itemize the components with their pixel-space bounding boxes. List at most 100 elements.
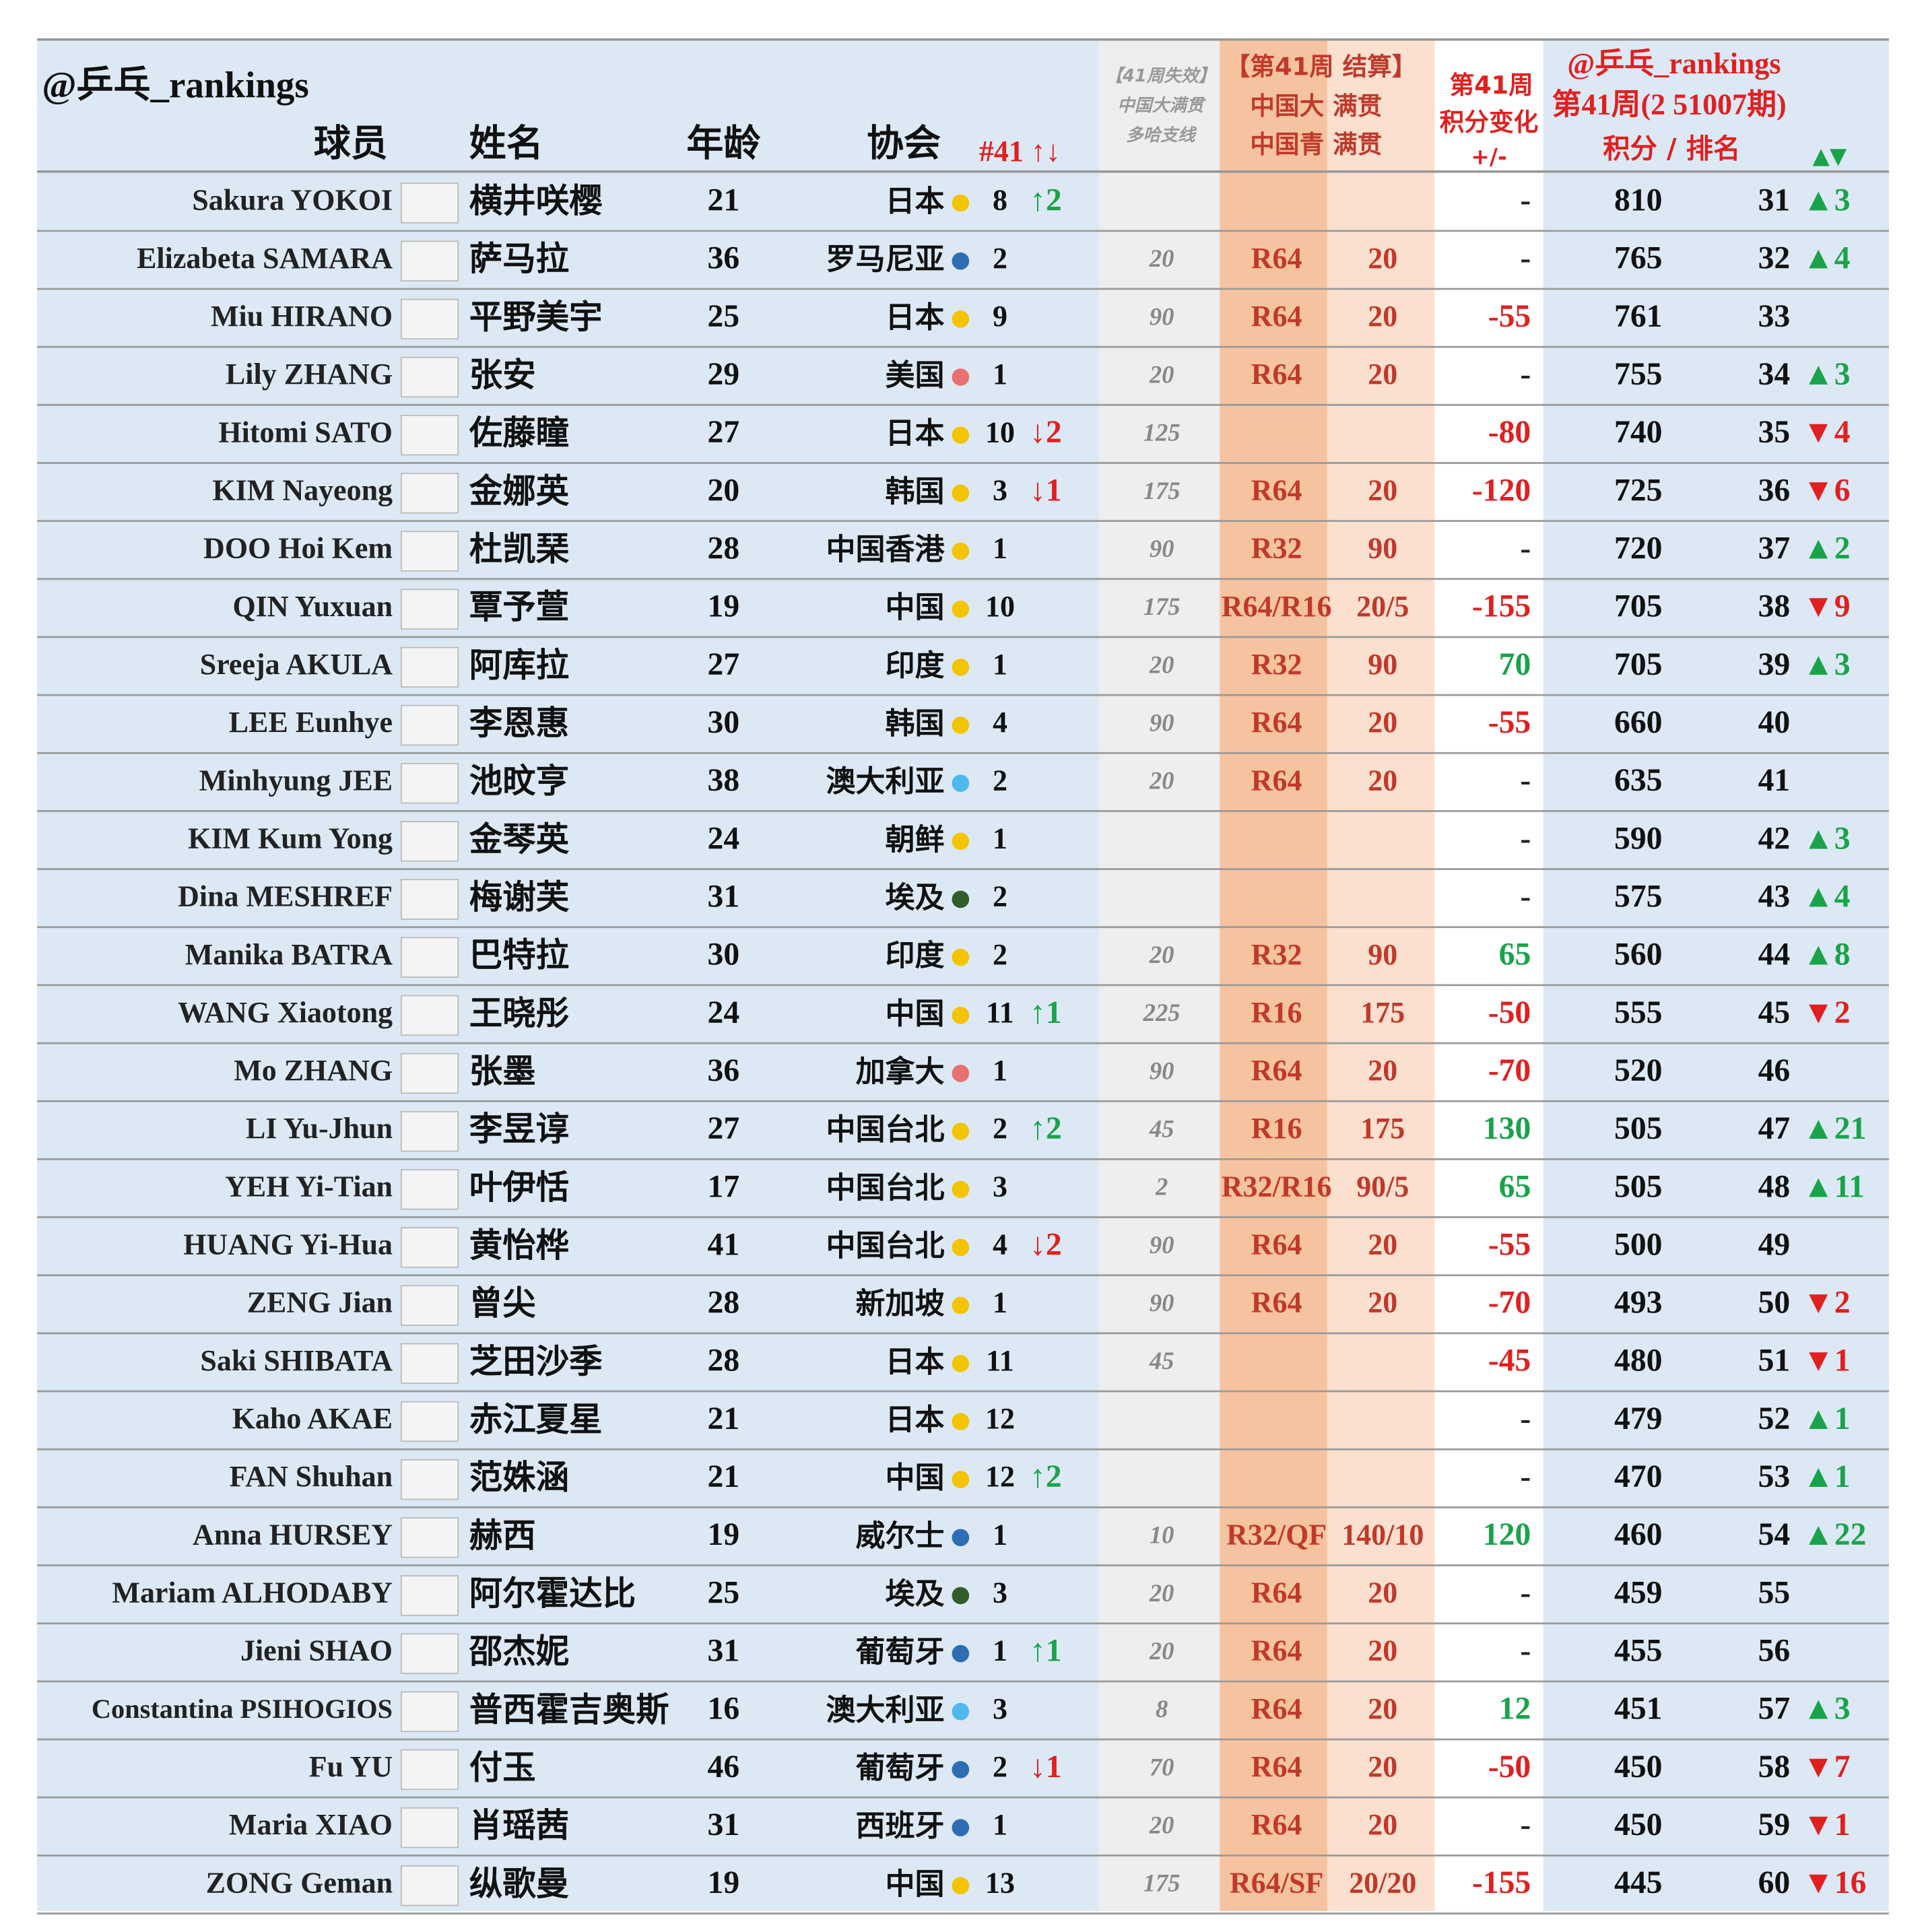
chinese-name: 阿库拉 — [469, 645, 569, 684]
result-points: 140/10 — [1341, 1518, 1424, 1551]
rank: 42 — [1758, 821, 1791, 856]
rank-change: ▼9 — [1803, 589, 1851, 624]
flag — [400, 1575, 459, 1616]
flag — [400, 414, 459, 456]
chinese-name: 黄怡桦 — [469, 1226, 569, 1265]
assoc-rank: 10 — [985, 590, 1015, 623]
lost-points: 175 — [1143, 1869, 1181, 1897]
flag — [400, 589, 459, 630]
rank-change: ▼4 — [1803, 415, 1851, 450]
assoc-dot — [952, 717, 970, 734]
result: R64 — [1251, 300, 1302, 333]
assoc-rank: 2 — [993, 880, 1007, 913]
points: 470 — [1614, 1459, 1662, 1494]
association: 中国香港 — [826, 533, 945, 567]
rank: 51 — [1758, 1343, 1791, 1378]
points-change: 65 — [1499, 1169, 1531, 1204]
rank-change: ▲3 — [1803, 647, 1851, 682]
assoc-rank: 2 — [993, 1750, 1007, 1783]
points: 590 — [1614, 821, 1662, 856]
association: 中国台北 — [826, 1112, 945, 1147]
flag — [400, 704, 459, 746]
age: 21 — [708, 183, 740, 218]
assoc-dot — [952, 659, 970, 676]
result: R16 — [1251, 1112, 1302, 1145]
rank: 31 — [1758, 183, 1791, 218]
col-header: 积分变化 — [1440, 108, 1539, 137]
rank-change: ▲22 — [1803, 1517, 1867, 1552]
result: R64 — [1251, 1576, 1302, 1609]
change-col-bg — [1434, 39, 1543, 1911]
player-name: Minhyung JEE — [199, 764, 393, 797]
chinese-name: 杜凯琹 — [469, 529, 570, 568]
points-change: - — [1520, 879, 1531, 914]
player-name: DOO Hoi Kem — [203, 532, 393, 565]
col-header: 中国大 满贯 — [1250, 92, 1382, 121]
assoc-dot — [952, 1761, 970, 1778]
assoc-rank: 1 — [993, 822, 1007, 855]
assoc-rank: 3 — [993, 473, 1007, 506]
flag — [400, 1343, 459, 1385]
result: R64 — [1251, 764, 1302, 797]
rank-change: ▲8 — [1803, 937, 1851, 972]
association: 日本 — [886, 300, 945, 335]
chinese-name: 横井咲樱 — [469, 181, 603, 220]
result-points: 20/5 — [1356, 590, 1409, 623]
col-header: #41 ↑↓ — [979, 135, 1061, 168]
points-change: - — [1520, 357, 1531, 392]
points: 555 — [1614, 995, 1662, 1030]
assoc-dot — [952, 252, 970, 270]
points-change: - — [1520, 183, 1531, 218]
result: R32 — [1251, 938, 1302, 971]
age: 29 — [708, 357, 740, 392]
association: 威尔士 — [856, 1519, 945, 1553]
lost-points: 20 — [1149, 1637, 1174, 1665]
assoc-rank-change: ↑2 — [1030, 1111, 1062, 1146]
result: R64 — [1251, 358, 1302, 391]
rank: 48 — [1758, 1169, 1791, 1204]
points: 505 — [1614, 1111, 1662, 1146]
result-points: 20 — [1368, 1054, 1397, 1087]
points: 740 — [1614, 415, 1662, 450]
association: 葡萄牙 — [856, 1751, 945, 1785]
assoc-rank: 3 — [993, 1576, 1007, 1609]
result-points: 90/5 — [1356, 1170, 1409, 1203]
col-header: 【第41周 结算】 — [1226, 52, 1417, 81]
assoc-rank-change: ↓1 — [1030, 473, 1062, 508]
lost-points: 90 — [1150, 1231, 1174, 1259]
rank: 33 — [1758, 299, 1791, 334]
assoc-rank-change: ↑1 — [1030, 1634, 1062, 1669]
assoc-dot — [952, 948, 970, 966]
points: 705 — [1614, 589, 1662, 624]
assoc-dot — [952, 1644, 970, 1663]
age: 28 — [708, 531, 740, 566]
association: 加拿大 — [856, 1055, 945, 1089]
age: 21 — [708, 1401, 740, 1436]
points-change: -70 — [1488, 1286, 1531, 1321]
flag — [400, 1110, 459, 1152]
rank: 40 — [1758, 705, 1791, 740]
assoc-rank: 13 — [985, 1866, 1015, 1899]
result: R64/SF — [1230, 1866, 1323, 1899]
age: 46 — [708, 1750, 740, 1785]
player-name: KIM Kum Yong — [188, 822, 393, 855]
association: 美国 — [886, 358, 945, 393]
flag — [400, 1633, 459, 1674]
assoc-rank: 1 — [993, 1634, 1007, 1667]
player-name: Anna HURSEY — [193, 1518, 393, 1551]
age: 19 — [708, 589, 740, 624]
result-points: 20/20 — [1349, 1866, 1416, 1899]
flag — [400, 1807, 459, 1848]
age: 28 — [708, 1286, 740, 1321]
player-name: QIN Yuxuan — [232, 590, 393, 623]
assoc-dot — [952, 1702, 970, 1721]
assoc-rank: 1 — [993, 1518, 1007, 1551]
result-points: 20 — [1368, 473, 1397, 506]
rank: 43 — [1758, 879, 1791, 914]
assoc-dot — [952, 1587, 970, 1605]
player-name: Lily ZHANG — [226, 358, 393, 391]
points: 500 — [1614, 1227, 1662, 1262]
points-change: - — [1520, 1459, 1531, 1494]
assoc-dot — [952, 1006, 970, 1024]
